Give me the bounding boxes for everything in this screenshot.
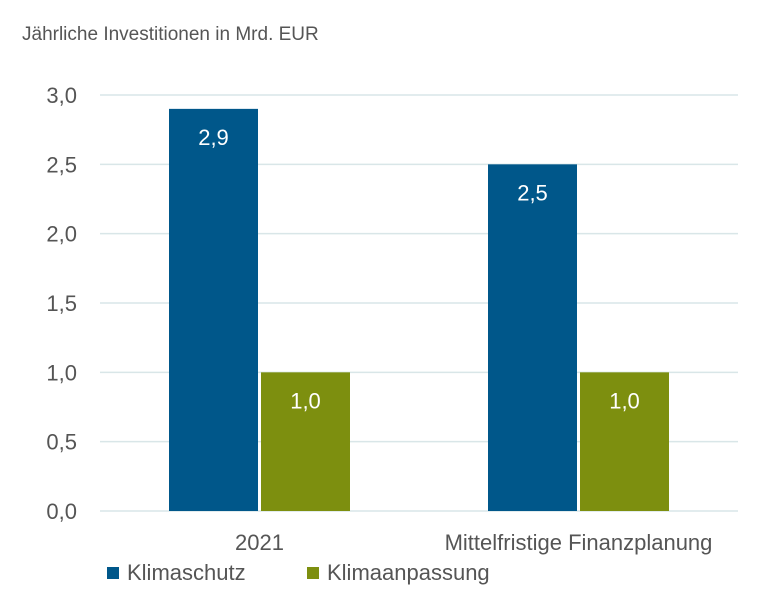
y-tick-label: 1,0 [46, 360, 77, 385]
legend-swatch [307, 567, 319, 579]
y-tick-label: 2,0 [46, 222, 77, 247]
bar-klimaanpassung-1 [261, 372, 350, 511]
legend: Klimaschutz Klimaanpassung [107, 560, 490, 585]
y-tick-label: 2,5 [46, 152, 77, 177]
data-label: 1,0 [609, 388, 640, 413]
category-labels: 2021 Mittelfristige Finanzplanung [235, 530, 712, 555]
data-label: 1,0 [290, 388, 321, 413]
category-label: 2021 [235, 530, 284, 555]
data-labels: 2,9 1,0 2,5 1,0 [198, 125, 640, 413]
y-axis-label: Jährliche Investitionen in Mrd. EUR [22, 24, 319, 45]
legend-swatch [107, 567, 119, 579]
y-tick-label: 0,0 [46, 499, 77, 524]
y-tick-label: 3,0 [46, 83, 77, 108]
data-label: 2,9 [198, 125, 229, 150]
bar-klimaanpassung-2 [580, 372, 669, 511]
bar-klimaschutz-1 [169, 108, 258, 511]
y-tick-label: 0,5 [46, 430, 77, 455]
category-label: Mittelfristige Finanzplanung [445, 530, 713, 555]
bars [169, 108, 669, 512]
legend-label: Klimaschutz [127, 560, 246, 585]
y-tick-label: 1,5 [46, 291, 77, 316]
legend-label: Klimaanpassung [327, 560, 490, 585]
data-label: 2,5 [517, 180, 548, 205]
bar-klimaschutz-2 [488, 164, 577, 512]
y-tick-labels: 0,0 0,5 1,0 1,5 2,0 2,5 3,0 [46, 83, 77, 524]
